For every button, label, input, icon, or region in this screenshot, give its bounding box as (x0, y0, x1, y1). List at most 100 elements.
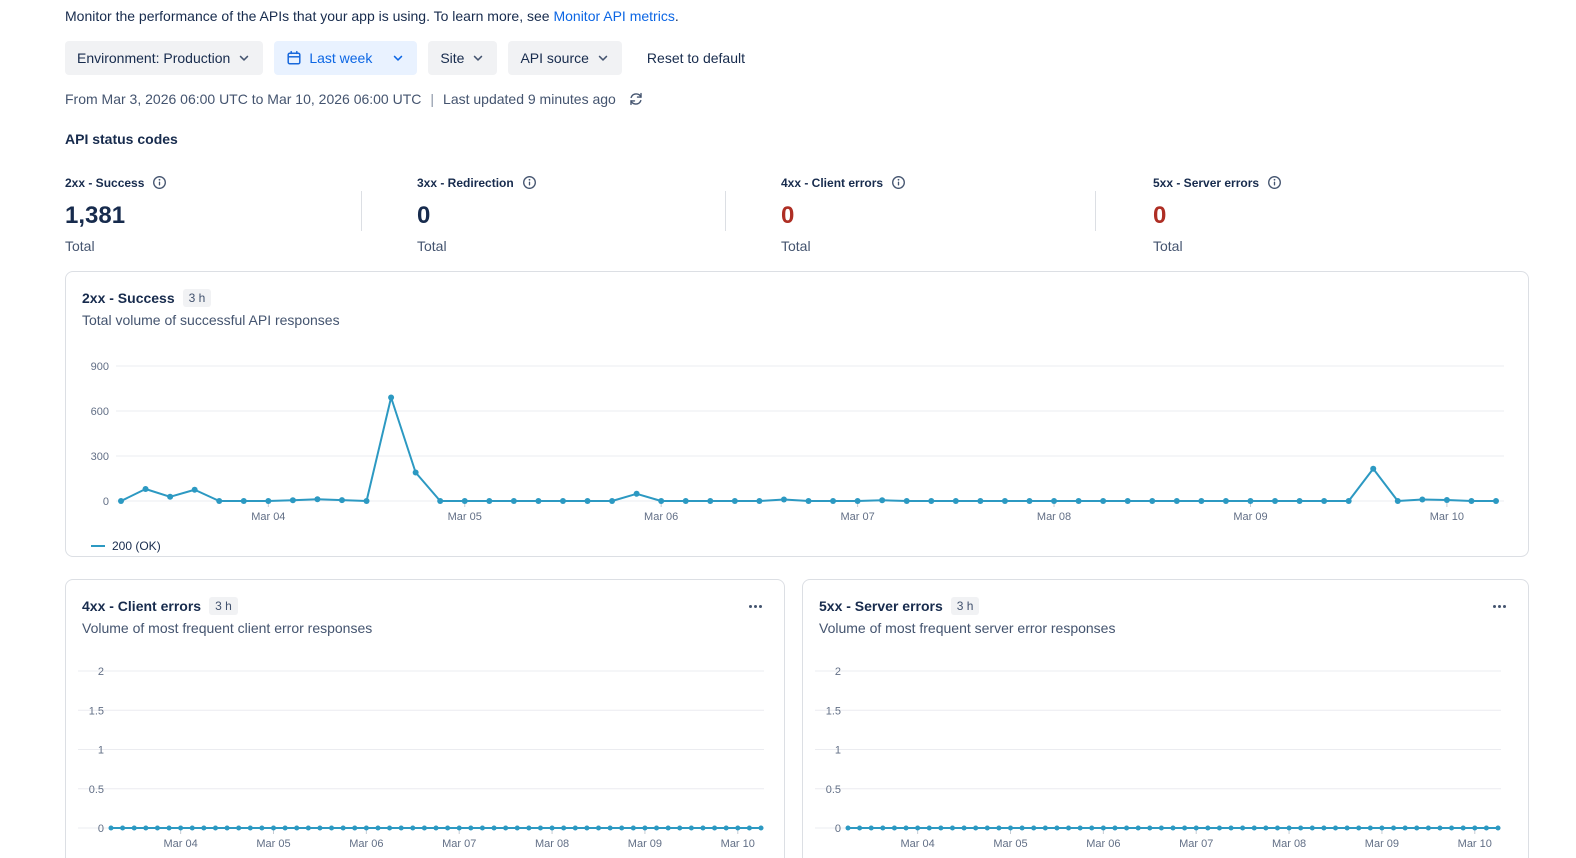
interval-badge: 3 h (182, 289, 212, 307)
intro-text-after: . (674, 8, 679, 24)
date-range-filter-button[interactable]: Last week (274, 41, 418, 75)
svg-text:1: 1 (98, 745, 104, 757)
svg-text:Mar 07: Mar 07 (1179, 838, 1213, 850)
svg-text:Mar 10: Mar 10 (1458, 838, 1492, 850)
line-chart-4xx-client-errors[interactable]: 0 0.5 1 1.5 2 Mar 04 Mar 05 Mar 06 Mar 07 Mar 08 M… (66, 655, 784, 858)
chevron-down-icon (237, 51, 251, 65)
legend-label: 200 (OK) (112, 539, 161, 553)
info-icon[interactable] (1267, 175, 1282, 190)
ellipsis-icon (1492, 604, 1496, 608)
ellipsis-icon (748, 604, 752, 608)
stat-label: 5xx - Server errors (1153, 175, 1260, 190)
date-range-text: From Mar 3, 2026 06:00 UTC to Mar 10, 20… (65, 91, 422, 107)
svg-text:Mar 04: Mar 04 (251, 511, 285, 523)
more-options-button[interactable] (1486, 594, 1512, 618)
svg-text:0.5: 0.5 (89, 784, 104, 796)
svg-text:Mar 10: Mar 10 (721, 838, 755, 850)
chart-subtitle: Total volume of successful API responses (82, 312, 340, 328)
chart-card-2xx-success: 2xx - Success 3 h Total volume of succes… (65, 271, 1529, 557)
calendar-icon (286, 50, 302, 66)
monitor-api-metrics-link[interactable]: Monitor API metrics (553, 8, 675, 24)
date-range-info: From Mar 3, 2026 06:00 UTC to Mar 10, 20… (65, 88, 1529, 110)
separator: | (430, 91, 435, 107)
chevron-down-icon (596, 51, 610, 65)
stat-caption: Total (781, 238, 811, 254)
svg-text:Mar 09: Mar 09 (628, 838, 662, 850)
svg-text:1.5: 1.5 (89, 705, 104, 717)
interval-badge: 3 h (950, 597, 980, 615)
filter-bar: Environment: Production Last week Site A… (65, 41, 1529, 75)
last-updated-text: Last updated 9 minutes ago (443, 91, 616, 107)
svg-text:Mar 04: Mar 04 (164, 838, 198, 850)
stat-5xx-server-errors: 5xx - Server errors 0 Total (1095, 175, 1529, 254)
svg-text:0: 0 (98, 823, 104, 835)
chart-card-5xx-server-errors: 5xx - Server errors 3 h Volume of most f… (802, 579, 1529, 858)
environment-filter-button[interactable]: Environment: Production (65, 41, 264, 75)
chart-title: 2xx - Success (82, 290, 175, 306)
svg-text:2: 2 (835, 666, 841, 678)
error-charts-row: 4xx - Client errors 3 h Volume of most f… (65, 579, 1529, 858)
stat-4xx-client-errors: 4xx - Client errors 0 Total (725, 175, 1095, 254)
chart-subtitle: Volume of most frequent server error res… (819, 620, 1116, 636)
svg-text:300: 300 (91, 451, 109, 463)
stat-caption: Total (1153, 238, 1183, 254)
site-filter-button[interactable]: Site (428, 41, 498, 75)
svg-text:Mar 09: Mar 09 (1365, 838, 1399, 850)
line-chart-5xx-server-errors[interactable]: 0 0.5 1 1.5 2 Mar 04 Mar 05 Mar 06 Mar 07 Mar 08 M… (803, 655, 1528, 858)
api-source-filter-button[interactable]: API source (508, 41, 622, 75)
date-range-filter-label: Last week (309, 50, 373, 66)
chevron-down-icon (391, 51, 405, 65)
chart-legend: 200 (OK) (91, 539, 1528, 553)
environment-filter-label: Environment: Production (77, 50, 231, 66)
svg-text:Mar 08: Mar 08 (1272, 838, 1306, 850)
stat-label: 2xx - Success (65, 175, 145, 190)
stat-3xx-redirection: 3xx - Redirection 0 Total (361, 175, 725, 254)
svg-text:Mar 06: Mar 06 (1086, 838, 1120, 850)
svg-text:1: 1 (835, 745, 841, 757)
legend-swatch (91, 545, 105, 547)
api-source-filter-label: API source (520, 50, 589, 66)
more-options-button[interactable] (742, 594, 768, 618)
info-icon[interactable] (152, 175, 167, 190)
stat-label: 4xx - Client errors (781, 175, 884, 190)
svg-text:Mar 10: Mar 10 (1430, 511, 1464, 523)
chart-card-4xx-client-errors: 4xx - Client errors 3 h Volume of most f… (65, 579, 785, 858)
refresh-icon (628, 91, 644, 107)
section-title: API status codes (65, 131, 178, 147)
svg-text:0: 0 (835, 823, 841, 835)
reset-to-default-button[interactable]: Reset to default (633, 41, 759, 75)
stat-value: 0 (1153, 202, 1167, 229)
svg-text:2: 2 (98, 666, 104, 678)
svg-text:0.5: 0.5 (826, 784, 841, 796)
svg-text:0: 0 (103, 496, 109, 508)
info-icon[interactable] (891, 175, 906, 190)
stat-caption: Total (65, 238, 95, 254)
stat-2xx-success: 2xx - Success 1,381 Total (65, 175, 361, 254)
svg-text:900: 900 (91, 361, 109, 373)
svg-text:Mar 06: Mar 06 (349, 838, 383, 850)
chevron-down-icon (471, 51, 485, 65)
chart-title: 4xx - Client errors (82, 598, 202, 614)
svg-text:1.5: 1.5 (826, 705, 841, 717)
refresh-button[interactable] (625, 88, 647, 110)
svg-text:Mar 05: Mar 05 (993, 838, 1027, 850)
chart-title: 5xx - Server errors (819, 598, 943, 614)
chart-subtitle: Volume of most frequent client error res… (82, 620, 373, 636)
info-icon[interactable] (522, 175, 537, 190)
svg-text:Mar 05: Mar 05 (256, 838, 290, 850)
svg-text:Mar 07: Mar 07 (442, 838, 476, 850)
svg-text:Mar 07: Mar 07 (840, 511, 874, 523)
intro-text: Monitor the performance of the APIs that… (65, 6, 1529, 26)
line-chart-2xx-success[interactable]: 0 300 600 900 Mar 04 Mar 05 Mar 06 Mar 07 Mar 08… (66, 352, 1528, 535)
stat-label: 3xx - Redirection (417, 175, 514, 190)
stat-value: 1,381 (65, 202, 126, 229)
site-filter-label: Site (440, 50, 465, 66)
interval-badge: 3 h (209, 597, 238, 615)
status-code-stats: 2xx - Success 1,381 Total 3xx - Redirect… (65, 175, 1529, 254)
intro-text-before: Monitor the performance of the APIs that… (65, 8, 554, 24)
stat-value: 0 (417, 202, 431, 229)
svg-text:Mar 08: Mar 08 (1037, 511, 1071, 523)
svg-text:Mar 05: Mar 05 (448, 511, 482, 523)
svg-text:Mar 06: Mar 06 (644, 511, 678, 523)
